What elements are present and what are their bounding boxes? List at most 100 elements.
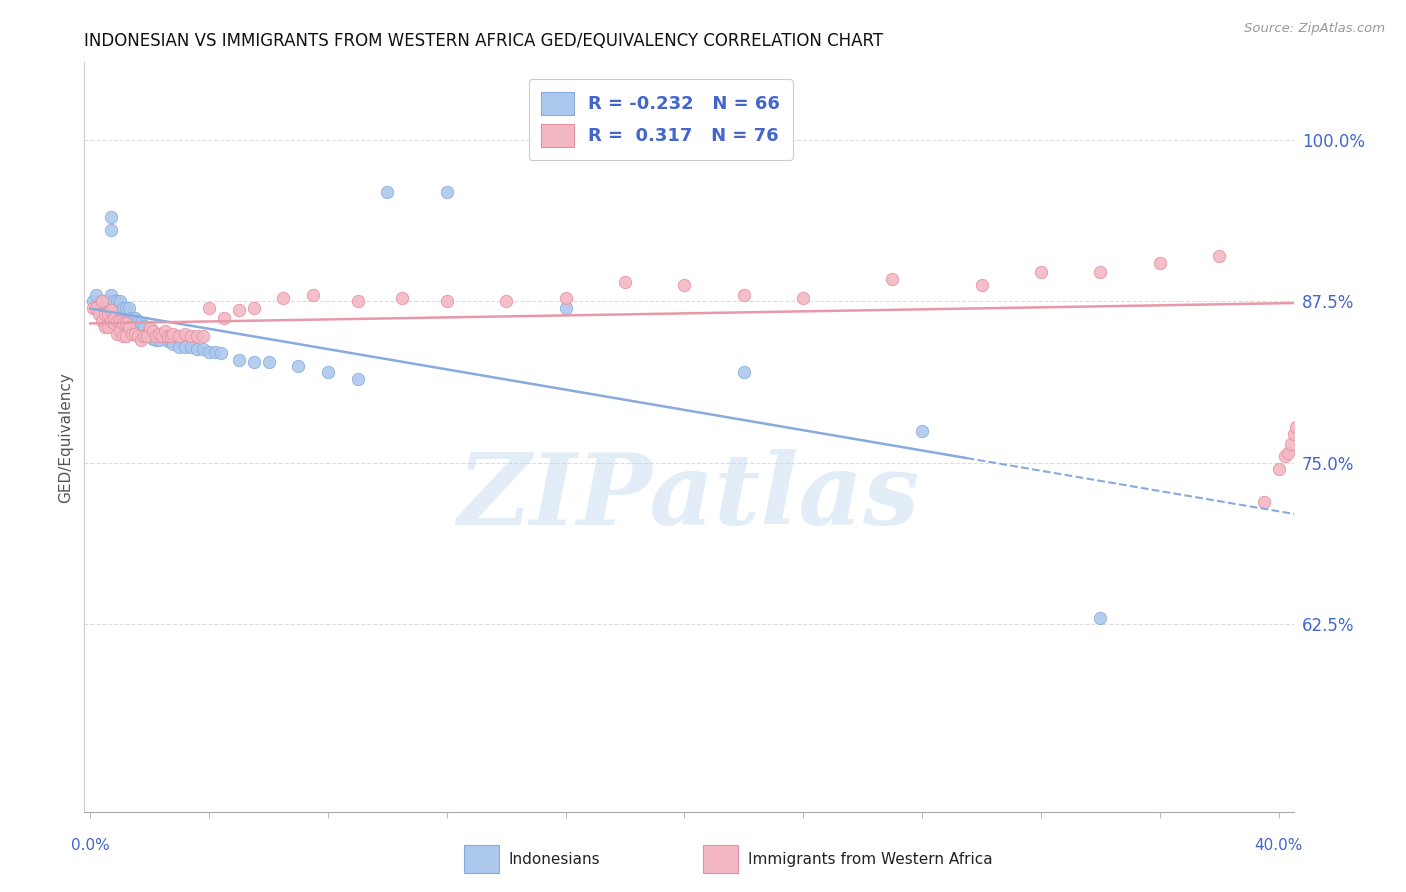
Point [100, 303, 122, 318]
Point [148, 326, 170, 341]
Point [153, 329, 176, 343]
Point [150, 329, 173, 343]
Point [733, 288, 755, 302]
Point [1090, 611, 1112, 625]
Point [115, 329, 138, 343]
Point [115, 314, 138, 328]
Point [142, 324, 165, 338]
Point [1090, 265, 1112, 279]
Point [115, 317, 138, 331]
Point [174, 326, 197, 341]
FancyBboxPatch shape [703, 846, 738, 873]
Point [100, 211, 122, 225]
Y-axis label: GED/Equivalency: GED/Equivalency [58, 372, 73, 502]
Text: INDONESIAN VS IMMIGRANTS FROM WESTERN AFRICA GED/EQUIVALENCY CORRELATION CHART: INDONESIAN VS IMMIGRANTS FROM WESTERN AF… [84, 32, 883, 50]
Point [1149, 255, 1171, 269]
Point [91, 314, 114, 328]
Point [495, 294, 517, 309]
Point [174, 340, 197, 354]
Point [118, 317, 141, 331]
Point [103, 307, 125, 321]
Point [302, 288, 325, 302]
Text: ZIPatlas: ZIPatlas [458, 449, 920, 545]
Point [673, 277, 696, 292]
Point [103, 317, 125, 331]
Point [1312, 133, 1334, 147]
Point [127, 314, 149, 328]
Point [94, 320, 117, 334]
Point [162, 326, 184, 341]
Point [118, 320, 141, 334]
Point [121, 320, 143, 334]
Point [193, 343, 215, 357]
Point [100, 223, 122, 237]
Point [159, 329, 181, 343]
Point [287, 359, 309, 373]
Point [105, 314, 128, 328]
Text: Source: ZipAtlas.com: Source: ZipAtlas.com [1244, 22, 1385, 36]
Point [111, 317, 134, 331]
Text: Indonesians: Indonesians [509, 852, 600, 867]
Point [169, 340, 191, 354]
Point [97, 320, 120, 334]
Point [142, 332, 165, 346]
Point [94, 307, 117, 321]
Point [153, 324, 176, 338]
Point [209, 346, 232, 360]
Point [1208, 249, 1230, 263]
Point [792, 291, 814, 305]
Point [436, 185, 458, 199]
Point [121, 326, 143, 341]
Point [1298, 185, 1320, 199]
Point [242, 301, 264, 315]
Point [1327, 165, 1350, 179]
Point [91, 294, 114, 309]
Point [97, 307, 120, 321]
Point [108, 314, 131, 328]
Point [1267, 462, 1289, 476]
Point [111, 301, 134, 315]
Point [228, 303, 250, 318]
Point [129, 329, 152, 343]
Point [91, 307, 114, 321]
Point [103, 294, 125, 309]
Point [132, 329, 155, 343]
Point [346, 294, 368, 309]
Point [377, 185, 399, 199]
Point [180, 340, 202, 354]
Point [100, 314, 122, 328]
Point [105, 301, 128, 315]
Point [733, 366, 755, 380]
Point [1291, 159, 1313, 173]
Point [148, 333, 170, 347]
Point [89, 307, 111, 321]
Point [882, 272, 904, 286]
Point [391, 291, 413, 305]
Point [614, 275, 637, 289]
Text: Immigrants from Western Africa: Immigrants from Western Africa [748, 852, 993, 867]
Point [118, 301, 141, 315]
Text: 0.0%: 0.0% [70, 838, 110, 853]
Point [156, 329, 179, 343]
Point [127, 324, 149, 338]
Point [180, 329, 202, 343]
Point [138, 320, 160, 334]
Point [150, 329, 173, 343]
Point [82, 301, 104, 315]
Point [156, 334, 179, 349]
Point [186, 343, 208, 357]
Point [186, 329, 208, 343]
Point [115, 301, 138, 315]
Point [1303, 191, 1326, 205]
Point [911, 424, 934, 438]
Point [169, 329, 191, 343]
Point [145, 329, 167, 343]
Point [105, 326, 128, 341]
Point [111, 329, 134, 343]
Point [193, 329, 215, 343]
Point [1253, 494, 1275, 508]
Point [132, 329, 155, 343]
Point [162, 337, 184, 351]
Legend: R = -0.232   N = 66, R =  0.317   N = 76: R = -0.232 N = 66, R = 0.317 N = 76 [529, 79, 793, 160]
Point [198, 301, 221, 315]
